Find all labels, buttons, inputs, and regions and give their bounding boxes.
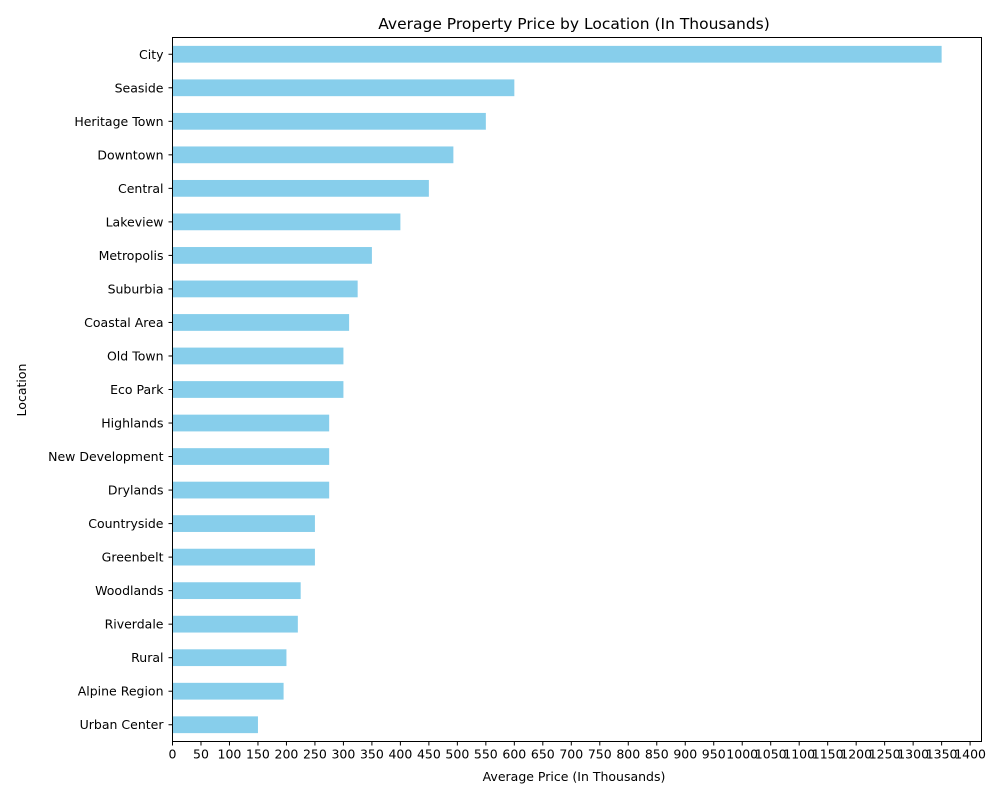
x-tick-label: 50 <box>193 747 209 762</box>
x-tick-label: 200 <box>275 747 299 762</box>
y-tick-label: Seaside <box>115 80 164 95</box>
y-tick-label: Downtown <box>97 147 163 162</box>
y-tick-label: Rural <box>131 650 163 665</box>
x-tick-label: 1400 <box>954 747 986 762</box>
y-axis-ticks: City Seaside Heritage Town Downtown Central L… <box>48 47 173 732</box>
x-tick-label: 1100 <box>783 747 815 762</box>
y-tick-label: New Development <box>48 449 163 464</box>
y-tick-label: Countryside <box>88 516 164 531</box>
bar-alpine-region <box>172 682 284 700</box>
y-tick-label: Greenbelt <box>102 550 164 565</box>
bar-heritage-town <box>172 112 486 130</box>
x-tick-label: 450 <box>417 747 441 762</box>
bar-countryside <box>172 515 315 532</box>
bar-seaside <box>172 79 515 97</box>
y-tick-label: Woodlands <box>95 583 163 598</box>
x-tick-label: 700 <box>559 747 583 762</box>
y-tick-label: Alpine Region <box>78 684 164 699</box>
y-tick-label: Old Town <box>107 348 164 363</box>
x-tick-label: 600 <box>502 747 526 762</box>
y-axis-label: Location <box>14 364 29 417</box>
bar-greenbelt <box>172 548 315 566</box>
bar-rural <box>172 649 287 667</box>
y-tick-label: Central <box>118 181 164 196</box>
x-tick-label: 500 <box>445 747 469 762</box>
x-axis-ticks: 0 50 100 150 200 250 300 350 400 450 500 550 600 650 7… <box>169 741 986 762</box>
x-tick-label: 1050 <box>755 747 787 762</box>
x-tick-label: 350 <box>360 747 384 762</box>
x-tick-label: 1250 <box>869 747 901 762</box>
x-tick-label: 0 <box>169 747 177 762</box>
bar-central <box>172 179 429 197</box>
bar-old-town <box>172 347 344 365</box>
x-tick-label: 100 <box>218 747 242 762</box>
bar-new-development <box>172 448 330 465</box>
bar-riverdale <box>172 615 298 633</box>
y-tick-label: Eco Park <box>110 382 164 397</box>
bar-coastal-area <box>172 314 350 331</box>
y-tick-label: Lakeview <box>106 214 164 229</box>
bar-downtown <box>172 146 454 164</box>
bar-lakeview <box>172 213 401 231</box>
y-tick-label: Heritage Town <box>74 114 163 129</box>
chart-title: Average Property Price by Location (In T… <box>378 15 770 33</box>
bar-urban-center <box>172 716 258 734</box>
x-tick-label: 150 <box>246 747 270 762</box>
x-tick-label: 1150 <box>812 747 844 762</box>
x-tick-label: 400 <box>388 747 412 762</box>
bar-eco-park <box>172 381 344 398</box>
x-tick-label: 1000 <box>726 747 758 762</box>
x-tick-label: 850 <box>645 747 669 762</box>
y-tick-label: Drylands <box>108 483 164 498</box>
x-tick-label: 800 <box>616 747 640 762</box>
y-tick-label: Highlands <box>101 416 163 431</box>
y-tick-label: Coastal Area <box>84 315 163 330</box>
x-axis-label: Average Price (In Thousands) <box>483 769 666 784</box>
y-tick-label: Urban Center <box>80 717 165 732</box>
bar-metropolis <box>172 247 372 264</box>
x-tick-label: 250 <box>303 747 327 762</box>
plot-frame <box>172 37 982 742</box>
x-tick-label: 750 <box>588 747 612 762</box>
bar-city <box>172 45 942 63</box>
bars-group <box>172 45 942 734</box>
y-tick-label: Riverdale <box>105 617 164 632</box>
x-tick-label: 300 <box>331 747 355 762</box>
y-tick-label: City <box>139 47 164 62</box>
x-tick-label: 650 <box>531 747 555 762</box>
y-tick-label: Metropolis <box>99 248 164 263</box>
x-tick-label: 1300 <box>897 747 929 762</box>
x-tick-label: 950 <box>702 747 726 762</box>
bar-woodlands <box>172 582 301 600</box>
x-tick-label: 900 <box>673 747 697 762</box>
x-tick-label: 550 <box>474 747 498 762</box>
x-tick-label: 1200 <box>840 747 872 762</box>
y-tick-label: Suburbia <box>108 281 164 296</box>
x-tick-label: 1350 <box>926 747 958 762</box>
bar-suburbia <box>172 280 358 298</box>
bar-highlands <box>172 414 330 432</box>
bar-drylands <box>172 481 330 499</box>
